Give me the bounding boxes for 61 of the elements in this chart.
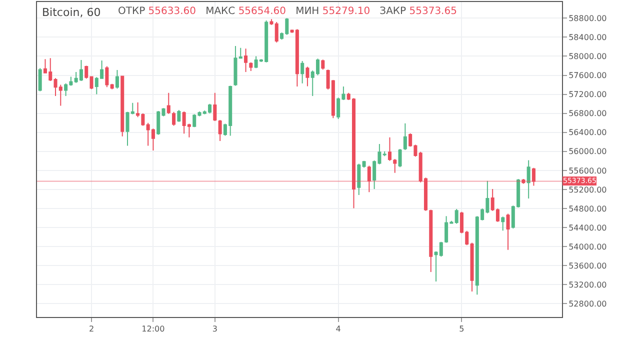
candlestick <box>429 209 433 273</box>
y-tick-label: 54400.00 <box>568 223 607 232</box>
candlestick <box>244 48 248 72</box>
y-tick-label: 56400.00 <box>568 128 607 138</box>
candlestick <box>321 59 325 70</box>
candlestick <box>166 92 170 114</box>
candlestick <box>526 160 530 200</box>
candlestick <box>274 21 278 43</box>
x-tick-label: 3 <box>212 324 218 334</box>
y-tick-label: 54800.00 <box>568 204 607 214</box>
y-tick-label: 53600.00 <box>568 261 607 270</box>
candlestick <box>382 150 386 157</box>
y-tick-label: 53200.00 <box>568 280 607 290</box>
y-tick-label: 55200.00 <box>568 185 607 194</box>
candlestick <box>213 92 217 122</box>
y-tick-label: 56800.00 <box>568 109 607 118</box>
y-tick-label: 58800.00 <box>568 14 607 23</box>
annotation: ОТКР 55633.60 <box>118 6 196 17</box>
candlestick <box>172 111 176 126</box>
x-tick-label: 12:00 <box>142 324 165 334</box>
annotation: МИН 55279.10 <box>296 6 370 17</box>
y-tick-label: 58400.00 <box>568 33 607 42</box>
x-tick-label: 2 <box>88 324 94 334</box>
candlestick <box>470 242 474 292</box>
y-tick-label: 52800.00 <box>568 299 607 308</box>
candlestick <box>300 60 304 84</box>
candlestick <box>249 62 253 72</box>
candlestick <box>454 208 458 224</box>
candlestick <box>84 65 88 80</box>
y-tick-label: 56000.00 <box>568 147 607 156</box>
candlestick <box>357 163 361 196</box>
y-tick-label: 58000.00 <box>568 52 607 62</box>
candlestick <box>90 76 94 90</box>
candlestick <box>501 216 505 232</box>
candlestick <box>177 110 181 122</box>
candlestick <box>532 167 536 186</box>
candlestick <box>367 165 371 193</box>
annotation: МАКС 55654.60 <box>206 6 286 17</box>
candlestick <box>506 213 510 250</box>
candlestick <box>115 70 119 90</box>
candlestick <box>218 120 222 142</box>
y-tick-label: 54000.00 <box>568 242 607 252</box>
candlestick <box>105 66 109 88</box>
candlestick <box>362 160 366 168</box>
y-tick-label: 57200.00 <box>568 90 607 100</box>
candlestick <box>238 47 242 60</box>
candlestick <box>403 122 407 150</box>
candlestick <box>110 83 114 90</box>
candlestick <box>38 68 42 92</box>
chart-title: Bitcoin, 60 <box>42 6 101 19</box>
annotation: ЗАКР 55373.65 <box>380 6 457 17</box>
candlestick <box>234 46 238 86</box>
candlestick <box>522 178 526 184</box>
candlestick <box>398 148 402 168</box>
y-tick-label: 55600.00 <box>568 166 607 176</box>
candlestick <box>270 18 274 26</box>
candlestick <box>306 66 310 87</box>
y-tick-label: 57600.00 <box>568 71 607 80</box>
x-tick-label: 5 <box>459 324 464 334</box>
candlestick <box>120 75 124 137</box>
x-tick-label: 4 <box>336 324 341 334</box>
